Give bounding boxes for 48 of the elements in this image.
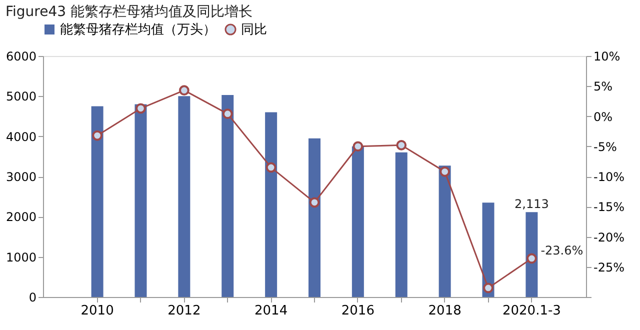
bar xyxy=(352,146,364,297)
y2-tick-label: -10% xyxy=(594,170,625,184)
point xyxy=(526,253,537,264)
point xyxy=(92,130,102,141)
bar xyxy=(178,96,190,297)
x-tick-label: 2018 xyxy=(428,304,462,318)
point xyxy=(483,282,494,294)
bar xyxy=(482,202,494,297)
x-tick-label: 2014 xyxy=(254,304,288,318)
point xyxy=(309,197,320,208)
bar xyxy=(395,152,408,297)
x-tick-label: 2010 xyxy=(80,304,114,318)
y2-tick-label: -5% xyxy=(594,140,617,154)
point xyxy=(136,103,146,114)
point xyxy=(352,141,364,152)
x-tick-label: 2020.1-3 xyxy=(502,304,561,318)
bar xyxy=(222,94,234,297)
x-tick-label: 2016 xyxy=(341,304,374,318)
x-tick-label: 2012 xyxy=(168,304,201,318)
bar xyxy=(308,138,320,297)
point xyxy=(440,166,450,177)
data-label: 2,113 xyxy=(514,197,549,212)
y2-tick-label: 0% xyxy=(594,110,613,124)
y2-tick-label: -15% xyxy=(594,200,625,214)
y2-tick-label: -20% xyxy=(594,230,625,244)
y-tick-label: 5000 xyxy=(6,90,36,104)
point xyxy=(178,85,190,96)
y-tick-label: 3000 xyxy=(6,170,36,184)
y-tick-label: 1000 xyxy=(6,250,36,264)
y2-tick-label: 5% xyxy=(594,80,613,94)
chart-title: Figure43 能繁存栏母猪均值及同比增长 xyxy=(5,4,252,20)
y-tick-label: 4000 xyxy=(6,130,36,144)
data-label: -23.6% xyxy=(540,243,584,258)
legend-label: 同比 xyxy=(241,22,267,38)
y2-tick-label: -25% xyxy=(594,260,625,274)
bar xyxy=(265,112,278,297)
point xyxy=(396,140,407,150)
point xyxy=(222,108,233,120)
legend-label: 能繁母猪存栏均值（万头） xyxy=(60,22,216,38)
y-tick-label: 0 xyxy=(28,290,36,304)
y-tick-label: 6000 xyxy=(6,50,36,64)
bar xyxy=(134,104,147,297)
point xyxy=(266,162,276,173)
bar xyxy=(438,166,451,297)
bar xyxy=(91,106,104,297)
y2-tick-label: 10% xyxy=(594,50,620,64)
y-tick-label: 2000 xyxy=(6,210,36,224)
bar xyxy=(526,212,538,297)
